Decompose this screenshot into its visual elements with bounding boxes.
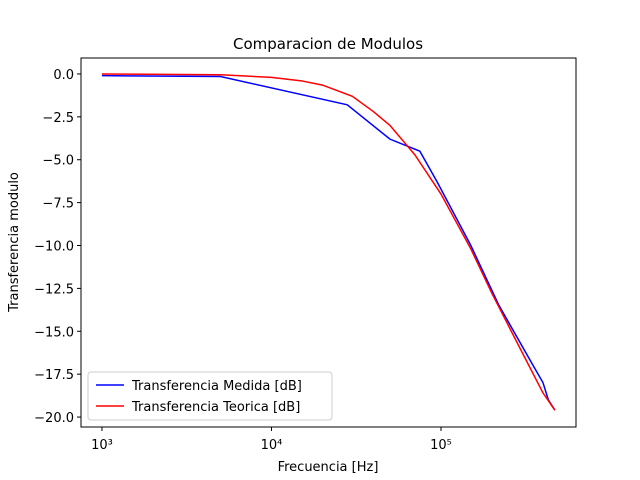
y-tick-label: −12.5 bbox=[34, 282, 74, 297]
line-series bbox=[101, 73, 556, 411]
y-tick-label: −5.0 bbox=[42, 154, 74, 169]
legend-box bbox=[87, 371, 333, 421]
y-axis-label: Transferencia modulo bbox=[7, 172, 22, 313]
line-series bbox=[101, 74, 556, 411]
legend-label: Transferencia Medida [dB] bbox=[131, 379, 302, 394]
x-tick-label: 10⁴ bbox=[261, 438, 283, 453]
x-axis-label: Frecuencia [Hz] bbox=[278, 460, 379, 475]
y-tick-label: −2.5 bbox=[42, 111, 74, 126]
x-tick-label: 10³ bbox=[91, 438, 113, 453]
legend-label: Transferencia Teorica [dB] bbox=[131, 400, 300, 415]
y-tick-label: −10.0 bbox=[34, 240, 74, 255]
y-tick-label: −7.5 bbox=[42, 197, 74, 212]
x-tick-label: 10⁵ bbox=[430, 438, 452, 453]
y-tick-label: 0.0 bbox=[53, 68, 74, 83]
y-tick-label: −15.0 bbox=[34, 325, 74, 340]
y-tick-label: −20.0 bbox=[34, 411, 74, 426]
axes-frame bbox=[80, 57, 577, 428]
y-tick-label: −17.5 bbox=[34, 368, 74, 383]
chart-title: Comparacion de Modulos bbox=[233, 35, 423, 53]
